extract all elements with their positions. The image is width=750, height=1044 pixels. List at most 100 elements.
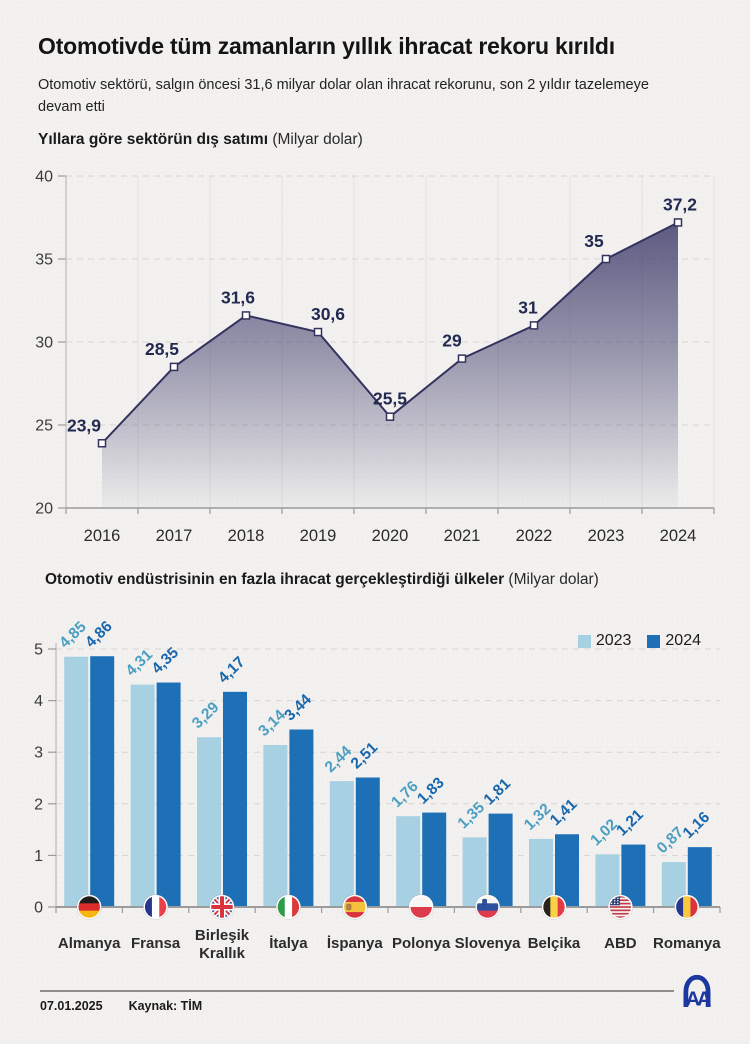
yearly-exports-area-chart: 20 25 30 35 40 23,9 28,5 31,6 30,6 25,5 29 31 35 37,2… — [35, 169, 715, 545]
y-axis-label: 4 — [34, 693, 43, 710]
bar-2023-france — [130, 684, 155, 907]
y-axis-label: 20 — [35, 501, 53, 518]
flag-uk-icon — [209, 894, 235, 920]
data-point-marker — [457, 354, 467, 363]
y-axis-label: 40 — [35, 169, 53, 186]
bar-value-label-2024: 2,51 — [348, 739, 382, 772]
bar-value-label-2024: 4,17 — [215, 654, 249, 687]
x-axis-year-label: 2019 — [300, 527, 337, 545]
x-axis-year-label: 2022 — [516, 527, 553, 545]
y-axis-label: 1 — [34, 848, 43, 865]
x-axis-year-label: 2018 — [228, 527, 265, 545]
aa-logo: AA — [683, 974, 714, 1008]
flag-poland-icon — [408, 894, 434, 920]
bar-2024-belgium — [555, 834, 579, 907]
flag-slovenia-icon — [475, 894, 501, 920]
country-label: Fransa — [131, 935, 181, 952]
chart-legend: 2023 2024 — [577, 632, 701, 650]
bar-2024-france — [156, 682, 181, 907]
legend-label-2023: 2023 — [595, 632, 632, 649]
flag-belgium-icon — [541, 894, 567, 920]
data-point-marker — [241, 311, 251, 320]
country-chart-title-text: Otomotiv endüstrisinin en fazla ihracat … — [45, 571, 505, 588]
bar-2023-poland — [396, 816, 421, 907]
data-point-marker — [673, 218, 683, 227]
y-axis-label: 2 — [34, 796, 43, 813]
footer: 07.01.2025 Kaynak: TİM — [40, 999, 202, 1013]
legend-item-2024: 2024 — [647, 632, 701, 650]
footer-source: Kaynak: TİM — [128, 999, 203, 1013]
area-fill — [102, 222, 678, 508]
legend-item-2023: 2023 — [577, 632, 632, 650]
bar-value-label-2023: 3,29 — [189, 699, 223, 732]
data-point-marker — [529, 321, 539, 330]
x-axis-year-label: 2017 — [156, 527, 193, 545]
bar-value-label-2024: 1,21 — [613, 806, 647, 839]
data-point-label: 28,5 — [145, 339, 179, 359]
y-axis-label: 30 — [35, 335, 53, 352]
bar-value-label-2023: 1,02 — [587, 816, 621, 849]
country-label: Almanya — [58, 935, 121, 952]
bar-2024-spain — [355, 777, 380, 907]
legend-label-2024: 2024 — [665, 632, 701, 649]
country-chart-title: Otomotiv endüstrisinin en fazla ihracat … — [45, 571, 599, 589]
data-point-label: 30,6 — [311, 304, 345, 324]
bar-2023-slovenia — [462, 837, 487, 907]
country-label: Romanya — [653, 935, 721, 952]
yearly-chart-title: Yıllara göre sektörün dış satımı (Milyar… — [38, 131, 363, 149]
yearly-chart-title-text: Yıllara göre sektörün dış satımı — [38, 131, 268, 148]
data-point-marker — [601, 254, 611, 264]
flag-romania-icon — [674, 894, 700, 920]
bar-value-label-2024: 1,83 — [414, 774, 448, 807]
bar-2024-germany — [90, 656, 115, 907]
y-axis-label: 25 — [35, 418, 53, 435]
country-chart-unit-note: (Milyar dolar) — [508, 571, 599, 588]
page-title: Otomotivde tüm zamanların yıllık ihracat… — [38, 33, 615, 59]
y-axis-label: 3 — [34, 745, 43, 762]
flag-usa-icon — [607, 894, 634, 920]
bar-value-label-2024: 4,86 — [82, 618, 116, 651]
x-axis-year-label: 2023 — [588, 527, 625, 545]
data-point-label: 35 — [584, 231, 604, 251]
country-label: Krallık — [199, 945, 246, 962]
bar-2024-uk — [223, 691, 247, 907]
legend-swatch-2024 — [647, 634, 661, 648]
bar-2024-italy — [289, 729, 314, 907]
footer-divider — [40, 990, 674, 992]
bar-2024-slovenia — [488, 813, 513, 907]
bar-value-label-2023: 1,35 — [455, 799, 489, 832]
data-point-label: 31 — [518, 297, 538, 317]
flag-spain-icon — [342, 894, 368, 920]
aa-logo-arch — [683, 974, 711, 1007]
data-point-marker — [385, 412, 395, 421]
data-point-label: 25,5 — [373, 389, 407, 409]
x-axis-year-label: 2020 — [372, 527, 409, 545]
bar-value-label-2024: 1,41 — [547, 796, 581, 829]
data-point-label: 37,2 — [663, 194, 697, 214]
x-axis-year-label: 2024 — [660, 527, 697, 545]
data-point-marker — [313, 327, 323, 337]
page-subtitle: Otomotiv sektörü, salgın öncesi 31,6 mil… — [38, 77, 649, 115]
flag-italy-icon — [275, 894, 302, 920]
country-label: Slovenya — [455, 935, 522, 952]
y-axis-label: 0 — [34, 900, 43, 917]
yearly-chart-unit-note: (Milyar dolar) — [272, 131, 363, 148]
data-point-marker — [97, 439, 107, 448]
bar-2023-spain — [329, 781, 354, 907]
bar-2023-belgium — [529, 838, 553, 907]
bar-2023-germany — [64, 656, 89, 907]
aa-logo-letters: AA — [686, 988, 711, 1008]
data-point-label: 23,9 — [67, 415, 101, 435]
data-point-marker — [169, 362, 179, 372]
country-label: Polonya — [392, 935, 451, 952]
flag-france-icon — [143, 894, 169, 920]
data-point-label: 31,6 — [221, 287, 255, 307]
legend-swatch-2023 — [577, 634, 591, 648]
flag-germany-icon — [76, 894, 102, 920]
x-axis-year-label: 2021 — [444, 527, 481, 545]
country-label: Belçika — [528, 935, 581, 952]
data-point-label: 29 — [442, 331, 462, 351]
y-axis-label: 5 — [34, 642, 43, 659]
